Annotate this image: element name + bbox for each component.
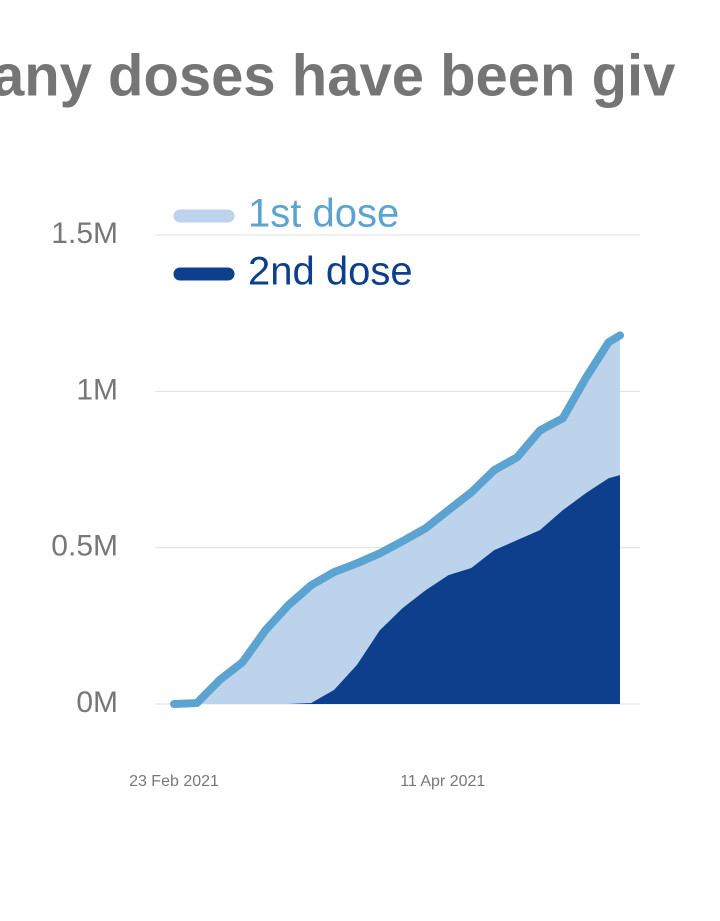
- y-tick-label: 1.5M: [51, 217, 118, 250]
- x-tick-label: 11 Apr 2021: [400, 773, 485, 790]
- y-tick-label: 1M: [76, 373, 118, 406]
- line: [170, 331, 624, 708]
- area: [174, 475, 620, 704]
- legend-label: 2nd dose: [248, 250, 413, 294]
- legend-label: 1st dose: [248, 192, 399, 236]
- chart-title: any doses have been giv: [0, 43, 675, 108]
- y-tick-label: 0M: [76, 686, 118, 719]
- x-tick-label: 23 Feb 2021: [129, 773, 219, 790]
- y-tick-label: 0.5M: [51, 530, 118, 563]
